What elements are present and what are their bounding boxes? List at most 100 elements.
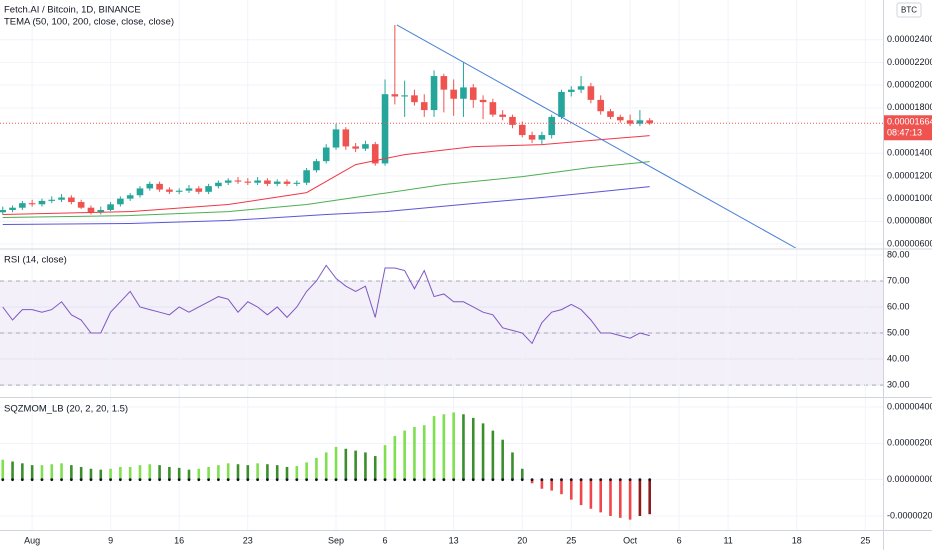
momentum-bar [491, 430, 495, 480]
candle-body [175, 190, 183, 192]
squeeze-dot [491, 478, 495, 482]
trend-line [396, 24, 797, 248]
candle-body [469, 87, 477, 100]
candle-body [234, 180, 242, 182]
momentum-bar [197, 468, 201, 480]
squeeze-dot [511, 478, 514, 482]
momentum-bar [187, 469, 191, 480]
momentum-bar [560, 479, 563, 495]
y-tick-label: 80.00 [887, 249, 910, 259]
candle-body [293, 182, 301, 184]
momentum-bar [354, 450, 357, 480]
candle-body [0, 209, 7, 213]
x-tick-label: 16 [174, 535, 184, 545]
momentum-bar [569, 479, 573, 500]
momentum-bar [70, 465, 73, 480]
candle-body [205, 186, 212, 192]
indicator-title: SQZMOM_LB (20, 2, 20, 1.5) [4, 404, 128, 415]
candle-body [136, 188, 144, 196]
squeeze-dot [334, 478, 338, 482]
x-tick-label: 11 [723, 535, 732, 545]
momentum-bar [413, 426, 416, 480]
momentum-bar [79, 466, 83, 480]
y-tick-label: 0.00000400 [887, 401, 932, 411]
x-tick-label: Oct [623, 535, 638, 545]
momentum-bar [60, 463, 63, 480]
squeeze-dot [275, 478, 279, 482]
candle-body [146, 183, 154, 189]
squeeze-dot [481, 478, 485, 482]
candle-body [430, 76, 438, 111]
y-tick-label: 0.00002400 [887, 34, 932, 44]
squeeze-dot [60, 478, 63, 482]
candle-body [479, 99, 487, 103]
candle-body [499, 114, 506, 117]
momentum-bar [217, 465, 220, 480]
candle-body [28, 203, 36, 205]
candle-body [391, 94, 399, 97]
candle-body [636, 120, 644, 124]
momentum-bar [530, 479, 534, 484]
x-tick-label: 18 [792, 535, 802, 545]
y-tick-label: 70.00 [887, 275, 910, 285]
momentum-bar [452, 412, 455, 480]
x-tick-label: 6 [383, 535, 388, 545]
squeeze-dot [246, 478, 250, 482]
momentum-bar [128, 466, 132, 480]
x-tick-label: Sep [328, 535, 344, 545]
momentum-bar [609, 479, 612, 517]
squeeze-dot [413, 478, 416, 482]
candle-body [381, 94, 389, 164]
last-price-label: 0.00001664 [887, 117, 932, 127]
squeeze-dot [226, 478, 230, 482]
momentum-bar [138, 465, 142, 480]
squeeze-dot [579, 478, 583, 482]
momentum-bar [638, 479, 642, 517]
candle-body [166, 189, 173, 192]
momentum-bar [393, 436, 397, 480]
squeeze-dot [207, 478, 210, 482]
candle-body [224, 180, 232, 183]
currency-box[interactable] [896, 2, 922, 18]
y-tick-label: 60.00 [887, 301, 910, 311]
x-tick-label: 25 [860, 535, 870, 545]
squeeze-dot [118, 478, 122, 482]
x-tick-label: 13 [449, 535, 459, 545]
momentum-bar [285, 466, 289, 480]
candle-body [528, 135, 536, 140]
candle-body [273, 181, 281, 184]
momentum-bar [344, 448, 348, 480]
squeeze-dot [569, 478, 573, 482]
squeeze-dot [79, 478, 83, 482]
x-tick-label: 23 [243, 535, 253, 545]
candle-body [332, 129, 340, 148]
squeeze-dot [109, 478, 112, 482]
momentum-bar [550, 479, 553, 491]
momentum-bar [648, 479, 652, 515]
candle-body [587, 86, 595, 100]
squeeze-dot [148, 478, 152, 482]
squeeze-dot [197, 478, 201, 482]
momentum-bar [373, 456, 377, 480]
x-tick-label: 20 [517, 535, 527, 545]
momentum-bar [589, 479, 593, 509]
candle-body [509, 116, 516, 125]
candle-body [597, 99, 604, 112]
y-tick-label: 0.00000600 [887, 238, 932, 248]
candle-body [58, 197, 65, 200]
momentum-bar [11, 461, 14, 480]
momentum-bar [99, 469, 103, 480]
momentum-bar [315, 457, 318, 480]
candle-body [48, 199, 56, 201]
candle-body [646, 120, 654, 124]
countdown: 08:47:13 [887, 128, 922, 138]
momentum-bar [422, 425, 426, 480]
squeeze-dot [167, 478, 171, 482]
squeeze-dot [501, 478, 505, 482]
squeeze-dot [403, 478, 407, 482]
chart-title: Fetch.AI / Bitcoin, 1D, BINANCE [4, 5, 141, 16]
candle-body [77, 202, 85, 208]
text-layer: BTC Fetch.AI / Bitcoin, 1D, BINANCE TEMA… [4, 5, 932, 545]
squeeze-dot [393, 478, 397, 482]
